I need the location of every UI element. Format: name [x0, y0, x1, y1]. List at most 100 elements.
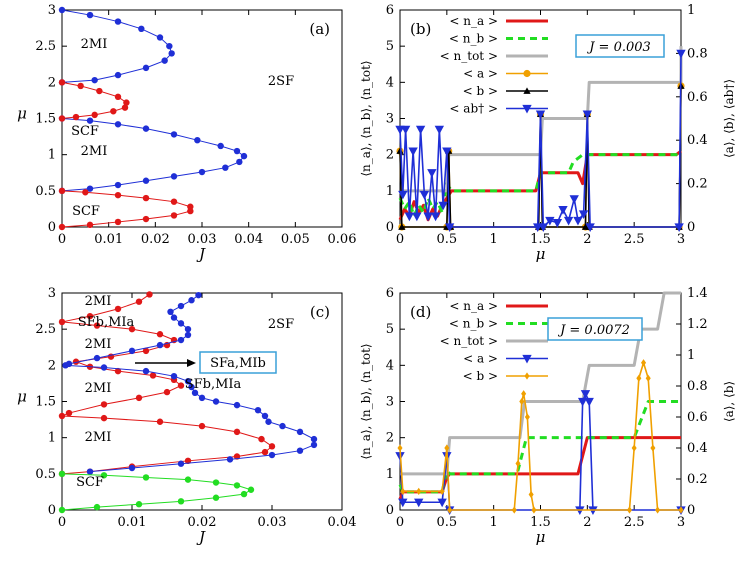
data-point [184, 325, 192, 333]
data-point [191, 389, 199, 397]
data-point [170, 131, 178, 138]
data-point [398, 190, 408, 200]
data-point [519, 397, 525, 406]
data-point [91, 76, 98, 84]
data-point [184, 476, 192, 483]
data-point [167, 308, 174, 316]
data-point [439, 487, 445, 495]
x-tick-label: 0.5 [436, 515, 457, 530]
data-point [142, 215, 150, 223]
y-tick-label: 1.5 [35, 395, 56, 410]
y-tick-label: 3 [386, 112, 394, 127]
data-point [93, 503, 101, 511]
data-point [100, 364, 108, 371]
data-point [552, 219, 563, 228]
y-tick-label: 2.5 [35, 322, 56, 337]
data-point [212, 398, 220, 405]
data-point [177, 320, 185, 327]
data-point [265, 418, 272, 425]
data-point [233, 147, 241, 155]
data-point [128, 464, 136, 472]
data-point [114, 218, 122, 226]
y-tick-label: 5 [386, 322, 394, 337]
series-line [398, 400, 681, 494]
data-point [641, 359, 647, 367]
parameter-box [547, 317, 643, 341]
x-tick-label: 0 [396, 232, 404, 247]
data-point [96, 87, 103, 95]
y-tick-label: 1 [386, 467, 394, 482]
data-point [58, 318, 66, 326]
x-tick-label: 1 [490, 232, 498, 247]
y-tick-label: 0.5 [35, 184, 56, 199]
data-point [58, 223, 66, 231]
y-tick-label-right: 0.6 [687, 90, 708, 105]
x-tick-label: 0.02 [141, 232, 170, 247]
data-point [261, 448, 269, 456]
region-label: 2SF [268, 317, 294, 332]
data-point [142, 177, 150, 184]
data-point [142, 64, 150, 72]
x-tick-label: 0.01 [94, 232, 123, 247]
data-point [65, 409, 73, 417]
panel-label: (b) [410, 20, 431, 38]
data-point [240, 490, 248, 498]
data-point [416, 487, 422, 495]
y-tick-label: 6 [386, 286, 394, 301]
y-tick-label: 0 [48, 220, 56, 235]
data-point [177, 336, 185, 344]
legend-marker [522, 104, 532, 114]
y-tick-label: 0.5 [35, 467, 56, 482]
x-tick-label: 0.06 [328, 232, 357, 247]
parameter-label: J = 0.0072 [557, 323, 630, 338]
data-point [397, 444, 403, 452]
legend-label: < ab† > [449, 102, 498, 116]
x-tick-label: 0.01 [118, 515, 147, 530]
data-point [58, 115, 66, 122]
x-tick-label: 2 [583, 232, 591, 247]
data-point [177, 302, 185, 310]
data-point [438, 201, 448, 211]
panel-label: (c) [310, 303, 330, 321]
data-point [146, 291, 153, 298]
data-point [578, 210, 589, 220]
data-point [194, 137, 201, 144]
data-point [398, 498, 408, 508]
data-point [142, 367, 150, 375]
legend-marker [523, 69, 531, 78]
data-point [58, 506, 66, 514]
x-tick-label: 0.5 [436, 232, 457, 247]
y-tick-label: 3 [48, 286, 56, 301]
y-tick-label-right: 0.4 [687, 133, 708, 148]
region-label: 2MI [85, 430, 112, 445]
data-point [430, 212, 441, 222]
x-tick-label: 3 [677, 515, 685, 530]
data-point [58, 79, 66, 86]
y-axis-label: μ [17, 105, 27, 123]
legend-label: < n_a > [449, 14, 498, 28]
data-point [584, 397, 594, 407]
data-point [86, 221, 94, 229]
data-point [650, 444, 656, 452]
x-tick-label: 0.04 [328, 515, 357, 530]
data-point [121, 104, 129, 111]
data-point [400, 487, 406, 495]
parameter-label: J = 0.003 [586, 40, 651, 55]
data-point [258, 435, 265, 443]
data-point [123, 99, 130, 106]
region-label: SCF [76, 475, 104, 490]
data-point [184, 331, 192, 339]
data-point [138, 25, 145, 33]
data-point [184, 378, 192, 385]
data-point [626, 506, 633, 514]
x-axis-label: μ [536, 528, 546, 546]
y-tick-label: 1.5 [35, 112, 56, 127]
data-point [524, 413, 530, 421]
data-point [62, 362, 69, 369]
data-point [156, 34, 164, 41]
x-tick-label: 2.5 [624, 515, 645, 530]
data-point [114, 71, 122, 79]
data-point [100, 401, 108, 408]
data-point [161, 57, 168, 64]
